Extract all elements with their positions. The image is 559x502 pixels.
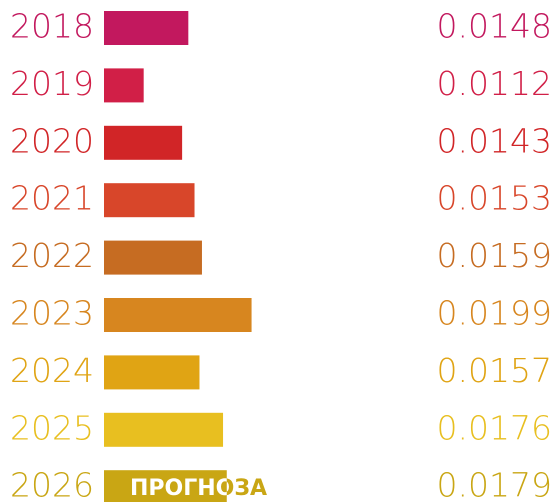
year-label: 2018 [10,7,94,46]
year-label: 2021 [10,179,94,218]
value-label: 0.0159 [437,236,552,275]
bar [104,298,252,332]
forecast-label-overlay: ПРОГНОЗА [130,476,267,501]
value-label: 0.0157 [437,351,552,390]
year-label: 2023 [10,294,94,333]
value-label: 0.0112 [437,64,552,103]
year-label: 2020 [10,121,94,160]
value-label: 0.0153 [437,179,552,218]
year-label: 2026 [10,466,94,502]
value-label: 0.0199 [437,294,552,333]
bar [104,355,200,390]
value-label: 0.0176 [437,408,552,447]
value-label: 0.0179 [437,466,552,502]
bar [104,11,189,45]
year-label: 2025 [10,408,94,447]
year-label: 2022 [10,236,94,275]
year-label: 2019 [10,64,94,103]
forecast-label: ПРОГНОЗА [130,476,267,501]
bar [104,125,183,160]
year-label: 2024 [10,351,94,390]
bar [104,412,224,447]
bar [104,68,144,103]
bar [104,183,195,218]
bar [104,240,202,275]
value-label: 0.0143 [437,121,552,160]
bar [104,470,227,502]
value-label: 0.0148 [437,7,552,46]
